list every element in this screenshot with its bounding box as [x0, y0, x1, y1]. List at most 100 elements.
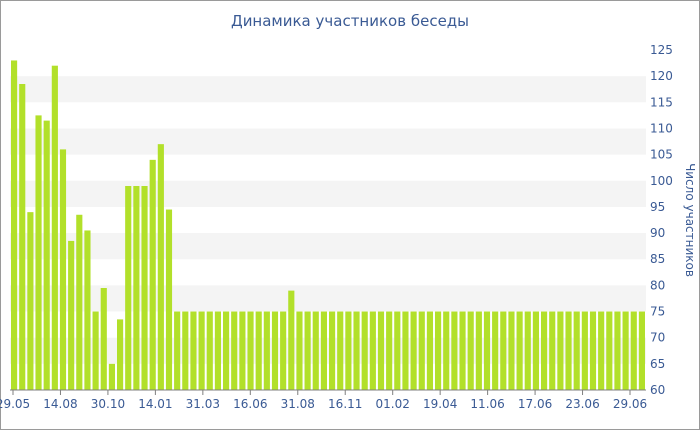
bar	[418, 311, 425, 390]
grid-band	[10, 76, 646, 103]
bar	[68, 240, 75, 390]
bar	[320, 311, 327, 390]
bar	[369, 311, 376, 390]
y-tick-label: 80	[650, 278, 665, 292]
bar	[459, 311, 466, 390]
y-tick-label: 105	[650, 148, 673, 162]
y-tick-label: 120	[650, 69, 673, 83]
y-axis-label: Число участников	[683, 163, 697, 277]
grid-band	[10, 233, 646, 260]
bars	[11, 60, 645, 391]
x-tick-label: 14.01	[138, 397, 172, 411]
y-tick-label: 90	[650, 226, 665, 240]
bar	[483, 311, 491, 390]
x-tick-label: 29.06	[613, 397, 647, 411]
bar	[508, 311, 515, 390]
bar	[141, 186, 148, 390]
bar	[263, 311, 270, 390]
x-tick-label: 01.02	[376, 397, 410, 411]
grid-band	[10, 285, 646, 312]
bar	[304, 311, 311, 390]
y-tick-label: 125	[650, 43, 673, 57]
bar	[35, 115, 42, 390]
x-tick-label: 17.06	[518, 397, 552, 411]
bar	[271, 311, 279, 390]
grid-bands	[10, 76, 646, 364]
bar	[630, 311, 637, 390]
bar	[27, 212, 34, 390]
bar	[231, 311, 238, 390]
bar	[386, 311, 393, 390]
bar	[76, 214, 83, 390]
bar	[84, 230, 91, 390]
bar	[100, 288, 107, 390]
bar	[43, 120, 50, 391]
bar	[117, 319, 124, 390]
bar	[247, 311, 254, 390]
bar	[19, 84, 26, 390]
bar	[353, 311, 360, 390]
bar	[108, 363, 115, 390]
bar	[190, 311, 197, 390]
bar	[565, 311, 572, 390]
bar	[402, 311, 409, 390]
x-tick-label: 30.10	[91, 397, 125, 411]
x-tick-label: 31.03	[186, 397, 220, 411]
bar	[573, 311, 580, 390]
bar	[549, 311, 556, 390]
y-tick-label: 110	[650, 121, 673, 135]
bar	[598, 311, 605, 390]
bar	[337, 311, 344, 390]
x-tick-label: 31.08	[281, 397, 315, 411]
y-tick-label: 70	[650, 331, 665, 345]
bar	[59, 149, 67, 390]
bar	[516, 311, 523, 390]
bar	[638, 311, 645, 390]
y-axis-ticks: 60 65 70 75 80 85 90 95 100 105 110 115 120 125	[650, 43, 673, 397]
y-tick-label: 65	[650, 357, 665, 371]
y-tick-label: 60	[650, 383, 665, 397]
bar	[149, 159, 156, 390]
bar	[435, 311, 442, 390]
bar	[239, 311, 246, 390]
bar	[11, 60, 18, 391]
bar	[255, 311, 262, 390]
bar	[426, 311, 433, 390]
bar	[361, 311, 368, 390]
bar	[296, 311, 303, 390]
bar	[92, 311, 99, 390]
x-tick-label: 16.11	[328, 397, 362, 411]
bar	[125, 186, 132, 390]
y-tick-label: 100	[650, 174, 673, 188]
bar	[394, 311, 401, 390]
bar	[51, 65, 58, 390]
x-tick-label: 11.06	[470, 397, 504, 411]
bar	[467, 311, 474, 390]
bar	[581, 311, 588, 390]
bar	[288, 290, 295, 390]
y-tick-label: 115	[650, 95, 673, 109]
bar	[214, 311, 221, 390]
grid-band	[10, 337, 646, 364]
bar	[451, 311, 458, 390]
bar	[622, 311, 629, 390]
bar	[410, 311, 417, 390]
bar	[345, 311, 352, 390]
bar	[589, 311, 597, 390]
bar	[532, 311, 539, 390]
x-tick-label: 14.08	[43, 397, 77, 411]
x-tick-label: 19.04	[423, 397, 457, 411]
bar	[606, 311, 613, 390]
bar	[174, 311, 181, 390]
bar	[557, 311, 564, 390]
grid-band	[10, 128, 646, 155]
grid-band	[10, 180, 646, 207]
bar	[312, 311, 319, 390]
bar	[206, 311, 213, 390]
bar	[223, 311, 230, 390]
bar	[541, 311, 548, 390]
bar	[157, 144, 164, 390]
bar	[165, 209, 173, 390]
bar	[492, 311, 499, 390]
